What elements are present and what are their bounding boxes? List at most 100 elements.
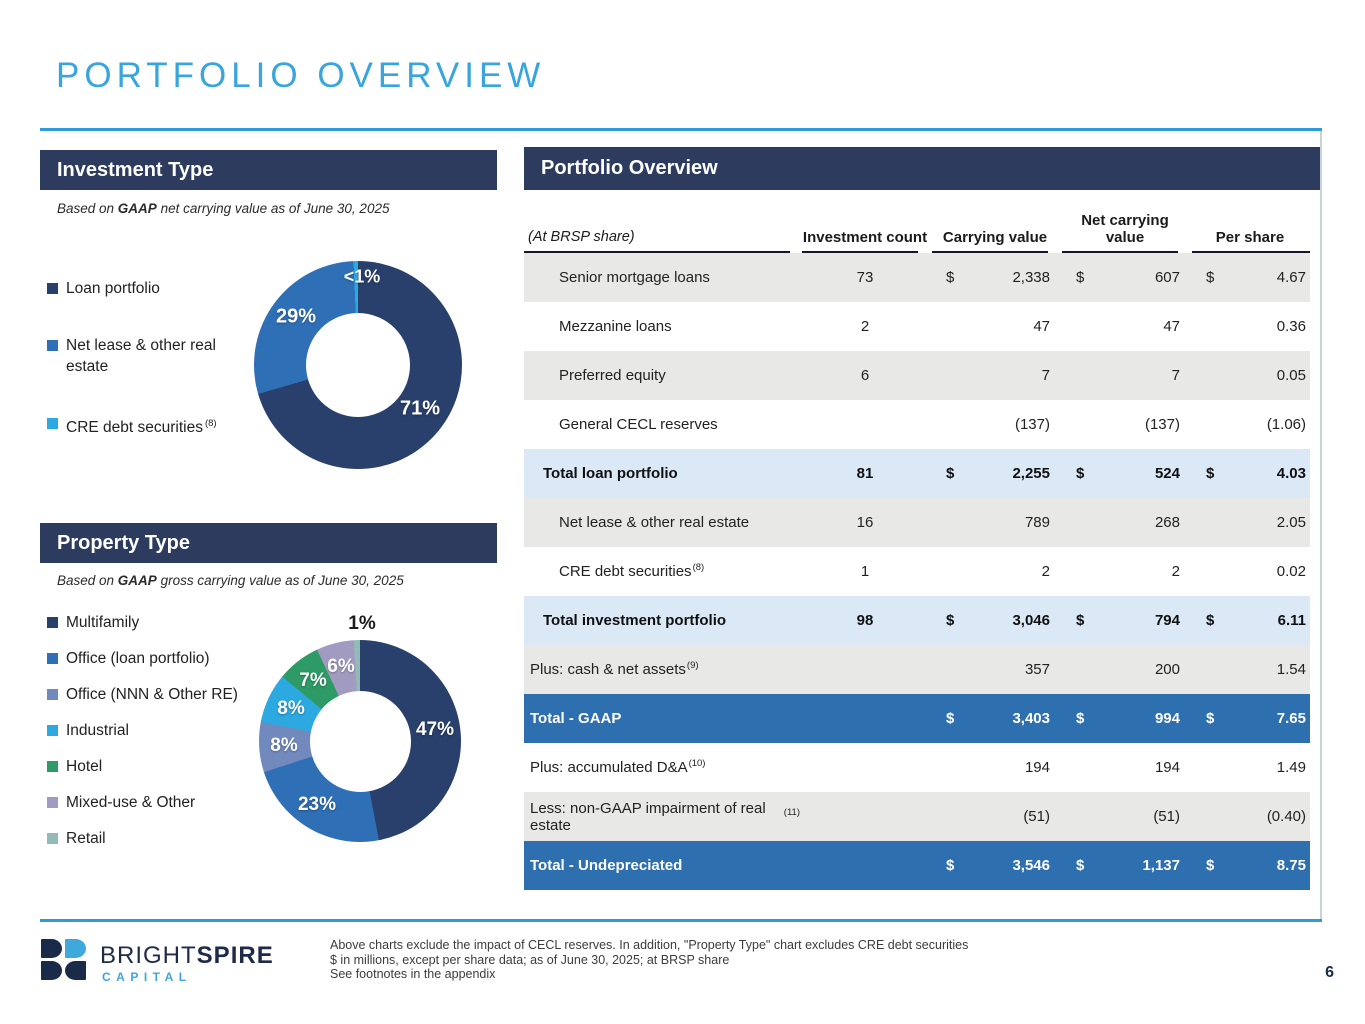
cell-net-carrying-value: $607 bbox=[1060, 253, 1190, 302]
cell-net-carrying-value: $1,137 bbox=[1060, 841, 1190, 890]
cell-net-carrying-value: 2 bbox=[1060, 547, 1190, 596]
cell-investment-count: 81 bbox=[856, 465, 874, 482]
cell-investment-count bbox=[800, 792, 930, 841]
dollar-sign: $ bbox=[946, 857, 955, 874]
dollar-sign: $ bbox=[1206, 612, 1215, 629]
dollar-sign: $ bbox=[1206, 857, 1215, 874]
legend-label: Hotel bbox=[66, 758, 103, 775]
legend-item: Net lease & other real estate bbox=[47, 335, 232, 377]
row-label: Net lease & other real estate bbox=[559, 514, 750, 531]
page-title: PORTFOLIO OVERVIEW bbox=[56, 56, 546, 95]
cell-net-carrying-value: 268 bbox=[1060, 498, 1190, 547]
cell-per-share: $4.03 bbox=[1190, 449, 1310, 498]
cell-carrying-value: (51) bbox=[930, 792, 1060, 841]
cell-net-carrying-value: (137) bbox=[1060, 400, 1190, 449]
wordmark-bold: SPIRE bbox=[196, 942, 274, 969]
subtitle-bold: GAAP bbox=[117, 201, 157, 216]
footnote-line: Above charts exclude the impact of CECL … bbox=[330, 938, 969, 952]
cell-per-share: 1.49 bbox=[1190, 743, 1310, 792]
cell-net-carrying-value: 7 bbox=[1060, 351, 1190, 400]
table-row: Total - GAAP $3,403 $994 $7.65 bbox=[524, 694, 1310, 743]
cell-per-share: 1.54 bbox=[1190, 645, 1310, 694]
subtitle-bold: GAAP bbox=[117, 573, 157, 588]
legend-label: Office (NNN & Other RE) bbox=[66, 686, 238, 703]
cell-investment-count: 73 bbox=[856, 269, 874, 286]
cell-value: 607 bbox=[1154, 269, 1180, 286]
cell-carrying-value: $2,255 bbox=[930, 449, 1060, 498]
cell-investment-count bbox=[800, 743, 930, 792]
legend-label: Mixed-use & Other bbox=[66, 794, 196, 811]
slice-label: 8% bbox=[277, 698, 305, 719]
cell-per-share: $8.75 bbox=[1190, 841, 1310, 890]
table-row: Mezzanine loans 2 47 47 0.36 bbox=[524, 302, 1310, 351]
row-label: Total loan portfolio bbox=[543, 465, 678, 482]
cell-value: 1.49 bbox=[1276, 759, 1306, 776]
cell-value: 4.67 bbox=[1276, 269, 1306, 286]
donut-hole bbox=[306, 313, 410, 417]
row-label: Plus: cash & net assets (9) bbox=[530, 660, 699, 678]
cell-net-carrying-value: (51) bbox=[1060, 792, 1190, 841]
slice-label: 23% bbox=[297, 794, 337, 815]
logo-block bbox=[41, 961, 62, 980]
legend-swatch-icon bbox=[47, 418, 58, 429]
table-row: General CECL reserves (137) (137) (1.06) bbox=[524, 400, 1310, 449]
cell-investment-count bbox=[800, 694, 930, 743]
cell-per-share: 0.36 bbox=[1190, 302, 1310, 351]
investment-type-legend: Loan portfolio Net lease & other real est… bbox=[47, 278, 232, 438]
legend-label: CRE debt securities (8) bbox=[66, 418, 217, 437]
cell-value: 0.36 bbox=[1276, 318, 1306, 335]
legend-swatch-icon bbox=[47, 761, 58, 772]
cell-value: 789 bbox=[1024, 514, 1050, 531]
cell-investment-count: 2 bbox=[860, 318, 870, 335]
cell-value: 6.11 bbox=[1277, 612, 1306, 629]
legend-item: Loan portfolio bbox=[47, 278, 232, 299]
cell-carrying-value: (137) bbox=[930, 400, 1060, 449]
dollar-sign: $ bbox=[1206, 465, 1215, 482]
row-label: Preferred equity bbox=[559, 367, 666, 384]
legend-item: Industrial bbox=[47, 720, 277, 741]
legend-swatch-icon bbox=[47, 797, 58, 808]
table-row: Senior mortgage loans 73 $2,338 $607 $4.67 bbox=[524, 253, 1310, 302]
cell-per-share: (1.06) bbox=[1190, 400, 1310, 449]
cell-net-carrying-value: 47 bbox=[1060, 302, 1190, 351]
cell-per-share: 0.02 bbox=[1190, 547, 1310, 596]
property-type-legend: Multifamily Office (loan portfolio) Office… bbox=[47, 612, 277, 849]
dollar-sign: $ bbox=[946, 710, 955, 727]
cell-carrying-value: $2,338 bbox=[930, 253, 1060, 302]
row-label: CRE debt securities (8) bbox=[559, 562, 705, 580]
dollar-sign: $ bbox=[946, 465, 955, 482]
cell-net-carrying-value: $994 bbox=[1060, 694, 1190, 743]
investment-type-subtitle: Based on GAAP net carrying value as of J… bbox=[57, 201, 389, 216]
top-divider-line bbox=[40, 128, 1322, 131]
dollar-sign: $ bbox=[946, 612, 955, 629]
legend-label: Industrial bbox=[66, 722, 129, 739]
row-label: Less: non-GAAP impairment of real estate… bbox=[530, 799, 800, 834]
cell-value: (1.06) bbox=[1266, 416, 1306, 433]
brightspire-logo-icon bbox=[41, 939, 86, 980]
legend-item: Retail bbox=[47, 828, 277, 849]
cell-investment-count: 1 bbox=[860, 563, 870, 580]
cell-investment-count: 6 bbox=[860, 367, 870, 384]
cell-carrying-value: 2 bbox=[930, 547, 1060, 596]
cell-value: 3,546 bbox=[1012, 857, 1050, 874]
slice-label: 29% bbox=[275, 305, 317, 328]
cell-value: 2,338 bbox=[1012, 269, 1050, 286]
wordmark-light: BRIGHT bbox=[100, 942, 197, 969]
slice-label: <1% bbox=[343, 266, 381, 287]
cell-per-share: $6.11 bbox=[1190, 596, 1310, 645]
cell-net-carrying-value: $794 bbox=[1060, 596, 1190, 645]
donut-hole bbox=[309, 690, 411, 792]
slice-label: 47% bbox=[415, 719, 455, 740]
table-row: Preferred equity 6 7 7 0.05 bbox=[524, 351, 1310, 400]
legend-label: Loan portfolio bbox=[66, 280, 160, 297]
legend-swatch-icon bbox=[47, 653, 58, 664]
row-label: Plus: accumulated D&A (10) bbox=[530, 758, 706, 776]
logo-block bbox=[41, 939, 62, 958]
cell-carrying-value: 789 bbox=[930, 498, 1060, 547]
page-number: 6 bbox=[1325, 964, 1334, 981]
legend-swatch-icon bbox=[47, 340, 58, 351]
dollar-sign: $ bbox=[1076, 269, 1085, 286]
property-type-subtitle: Based on GAAP gross carrying value as of… bbox=[57, 573, 404, 588]
cell-value: 7.65 bbox=[1276, 710, 1306, 727]
cell-value: 3,403 bbox=[1012, 710, 1050, 727]
